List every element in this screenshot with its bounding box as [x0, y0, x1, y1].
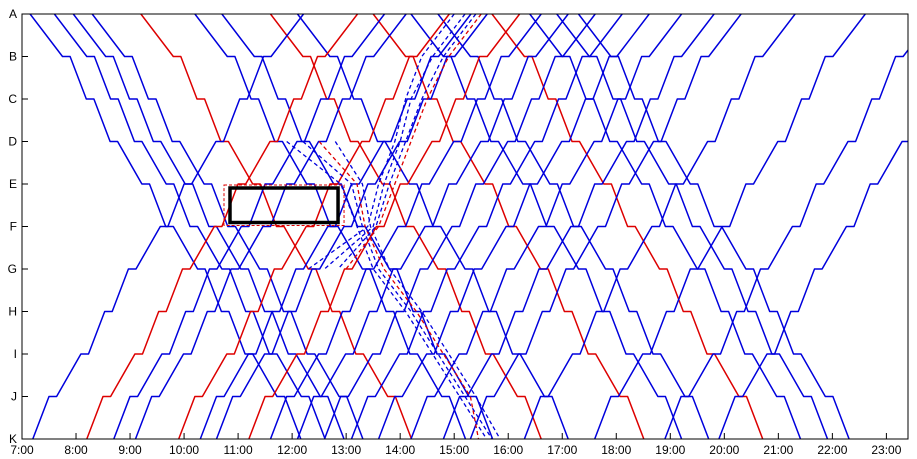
train-path-26 — [296, 14, 569, 439]
y-tick-label: D — [8, 135, 17, 149]
y-tick-label: K — [9, 432, 17, 446]
train-path-28 — [350, 14, 623, 439]
x-tick-label: 10:00 — [169, 443, 199, 457]
train-path-20 — [134, 14, 407, 439]
train-path-2 — [53, 14, 326, 439]
y-tick-label: C — [8, 92, 17, 106]
x-tick-label: 23:00 — [871, 443, 901, 457]
x-tick-label: 8:00 — [64, 443, 88, 457]
train-path-5 — [140, 14, 413, 439]
x-tick-label: 7:00 — [10, 443, 34, 457]
y-tick-label: A — [9, 7, 17, 21]
y-tick-label: I — [14, 347, 17, 361]
x-tick-label: 12:00 — [277, 443, 307, 457]
y-tick-label: B — [9, 50, 17, 64]
train-path-24 — [248, 14, 521, 439]
train-path-35 — [664, 48, 908, 439]
x-tick-label: 13:00 — [331, 443, 361, 457]
train-path-27 — [323, 14, 596, 439]
train-path-23 — [215, 14, 488, 439]
rerouted-path-6 — [324, 14, 466, 270]
x-tick-label: 19:00 — [655, 443, 685, 457]
train-path-34 — [593, 14, 866, 439]
rerouted-path-3 — [318, 141, 480, 439]
train-paths — [29, 14, 908, 439]
train-path-36 — [718, 140, 908, 439]
x-tick-label: 22:00 — [817, 443, 847, 457]
rerouted-train-paths — [286, 14, 501, 439]
x-tick-label: 16:00 — [493, 443, 523, 457]
train-path-17 — [32, 14, 305, 439]
y-tick-label: E — [9, 177, 17, 191]
train-path-15 — [556, 14, 829, 439]
train-path-30 — [410, 14, 683, 439]
blockage-window — [223, 184, 345, 226]
blockage-outline — [223, 184, 345, 226]
train-path-3 — [72, 14, 345, 439]
rerouted-path-2 — [302, 141, 493, 439]
y-tick-label: H — [8, 305, 17, 319]
x-tick-label: 17:00 — [547, 443, 577, 457]
train-path-22 — [199, 14, 472, 439]
train-path-21 — [177, 14, 450, 439]
x-tick-label: 20:00 — [709, 443, 739, 457]
axes: A B C D E F G H I J K7:00 8:00 9:00 10:00 11:00 12:00 13… — [8, 7, 909, 457]
train-path-18 — [86, 14, 359, 439]
rerouted-path-4 — [334, 141, 501, 439]
train-path-29 — [377, 14, 650, 439]
x-tick-label: 18:00 — [601, 443, 631, 457]
x-tick-label: 15:00 — [439, 443, 469, 457]
train-path-7 — [221, 14, 494, 439]
y-tick-label: G — [8, 262, 17, 276]
train-path-33 — [523, 14, 796, 439]
train-path-31 — [442, 14, 715, 439]
x-tick-label: 21:00 — [763, 443, 793, 457]
x-tick-label: 14:00 — [385, 443, 415, 457]
train-path-25 — [269, 14, 542, 439]
train-path-11 — [410, 14, 683, 439]
train-path-19 — [113, 14, 386, 439]
x-tick-label: 11:00 — [224, 443, 253, 457]
y-tick-label: F — [10, 220, 17, 234]
train-path-32 — [469, 14, 742, 439]
blockage-rect — [228, 186, 340, 225]
y-tick-label: J — [11, 390, 17, 404]
rerouted-path-5 — [307, 14, 455, 270]
train-path-16 — [577, 14, 850, 439]
plot-frame — [21, 13, 909, 440]
x-tick-label: 9:00 — [118, 443, 142, 457]
train-path-4 — [91, 14, 364, 439]
